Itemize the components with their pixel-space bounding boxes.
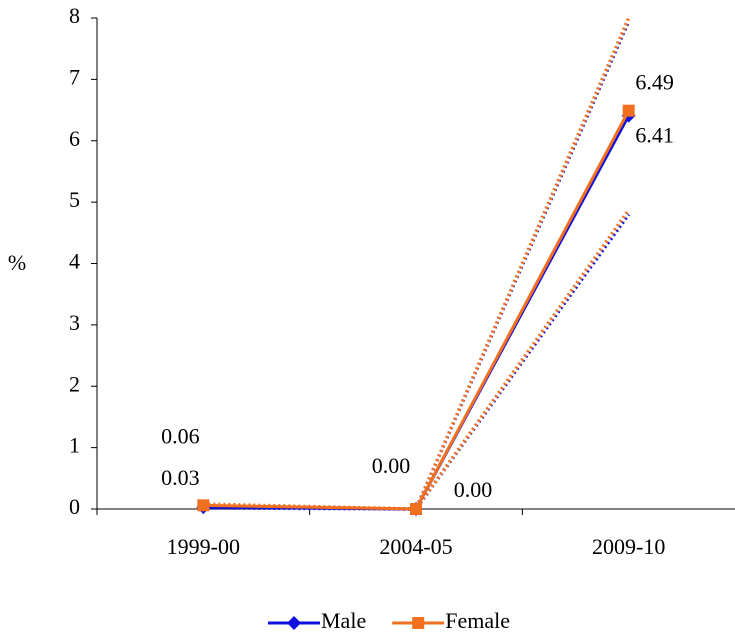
data-point bbox=[410, 503, 422, 515]
legend-marker bbox=[412, 617, 425, 629]
bound-line bbox=[203, 213, 631, 511]
y-tick-label: 1 bbox=[69, 433, 80, 458]
bound-line bbox=[203, 209, 631, 511]
legend-label: Female bbox=[445, 608, 510, 633]
y-axis-label: % bbox=[8, 250, 26, 275]
y-tick-label: 4 bbox=[69, 249, 80, 274]
y-tick-label: 7 bbox=[69, 64, 80, 89]
y-tick-label: 6 bbox=[69, 126, 80, 151]
y-tick-label: 3 bbox=[69, 310, 80, 335]
data-label: 6.41 bbox=[635, 123, 674, 148]
legend-marker bbox=[287, 616, 301, 630]
bound-line bbox=[203, 20, 631, 511]
y-tick-label: 8 bbox=[69, 3, 80, 28]
series-line bbox=[203, 109, 630, 511]
data-label: 0.06 bbox=[161, 423, 200, 448]
legend-label: Male bbox=[321, 608, 366, 633]
data-label: 0.00 bbox=[454, 477, 493, 502]
series-line bbox=[203, 114, 630, 511]
bound-line bbox=[203, 17, 631, 511]
data-label: 0.00 bbox=[372, 453, 411, 478]
x-tick-label: 2004-05 bbox=[379, 534, 452, 559]
x-tick-label: 2009-10 bbox=[592, 534, 665, 559]
data-point bbox=[622, 104, 635, 117]
data-label: 0.03 bbox=[161, 465, 200, 490]
data-label: 6.49 bbox=[635, 70, 674, 95]
data-point bbox=[197, 499, 210, 512]
x-tick-label: 1999-00 bbox=[167, 534, 240, 559]
y-tick-label: 0 bbox=[69, 494, 80, 519]
y-tick-label: 5 bbox=[69, 187, 80, 212]
y-tick-label: 2 bbox=[69, 371, 80, 396]
